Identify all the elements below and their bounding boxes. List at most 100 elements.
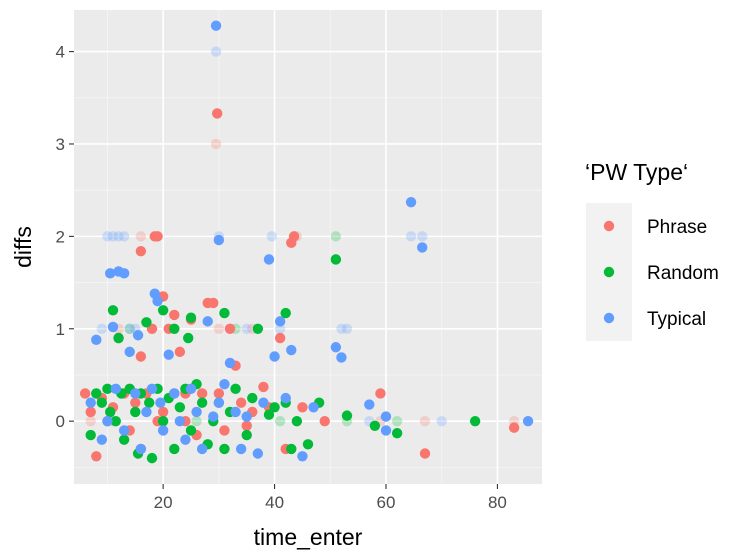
point-random	[91, 388, 102, 399]
faded-point	[85, 415, 96, 427]
point-random	[96, 397, 108, 408]
point-typical	[405, 196, 417, 208]
point-random	[157, 415, 169, 427]
point-typical	[130, 388, 141, 399]
x-tick-label: 80	[488, 493, 507, 512]
faded-point	[118, 231, 130, 242]
point-phrase	[419, 448, 431, 459]
point-typical	[286, 344, 297, 356]
x-axis-title: time_enter	[254, 524, 363, 550]
point-typical	[210, 20, 222, 31]
faded-point	[135, 231, 147, 242]
y-tick-label: 1	[56, 320, 65, 339]
point-random	[141, 317, 152, 328]
point-phrase	[213, 388, 225, 399]
data-points	[79, 20, 534, 464]
point-random	[107, 305, 119, 316]
point-typical	[118, 425, 130, 436]
legend-label-typical: Typical	[647, 309, 706, 330]
legend-label-random: Random	[647, 263, 719, 284]
point-typical	[118, 268, 130, 279]
point-random	[219, 307, 230, 319]
point-typical	[132, 330, 144, 341]
y-tick-label: 2	[56, 227, 65, 246]
point-phrase	[274, 332, 286, 344]
point-typical	[85, 397, 96, 408]
point-typical	[380, 425, 392, 436]
point-typical	[213, 234, 225, 246]
y-tick-label: 4	[56, 43, 65, 62]
point-typical	[180, 434, 191, 445]
y-tick-label: 3	[56, 135, 65, 154]
point-phrase	[219, 425, 230, 436]
point-phrase	[241, 420, 252, 431]
faded-point	[102, 231, 113, 242]
point-random	[144, 397, 155, 408]
point-random	[469, 415, 481, 427]
point-typical	[202, 316, 213, 327]
legend-swatch-phrase	[603, 220, 615, 232]
point-phrase	[235, 397, 247, 408]
point-random	[146, 452, 158, 464]
faded-point	[210, 138, 222, 150]
y-axis-title: diffs	[10, 226, 36, 268]
point-typical	[191, 406, 202, 418]
point-phrase	[288, 231, 300, 242]
point-typical	[280, 392, 291, 404]
point-random	[169, 443, 180, 455]
point-random	[280, 307, 291, 319]
point-typical	[155, 397, 166, 408]
point-typical	[380, 411, 392, 422]
faded-point	[405, 231, 417, 242]
point-random	[169, 323, 180, 334]
legend-swatch-random	[603, 266, 615, 278]
tick-labels: 20 40 60 80 0 1 2 3 4	[56, 43, 507, 512]
faded-point	[113, 231, 124, 242]
point-phrase	[319, 415, 330, 427]
minor-gridlines	[74, 10, 542, 484]
point-phrase	[258, 381, 269, 393]
point-phrase	[211, 108, 223, 119]
faded-point	[266, 231, 277, 242]
point-typical	[185, 383, 197, 395]
point-typical	[102, 415, 113, 427]
point-phrase	[297, 402, 308, 413]
faded-point	[96, 323, 108, 334]
point-typical	[107, 321, 119, 333]
point-typical	[252, 448, 264, 459]
point-random	[130, 406, 141, 418]
point-phrase	[135, 351, 147, 362]
point-typical	[330, 342, 342, 353]
point-typical	[235, 443, 247, 455]
point-random	[341, 410, 353, 421]
point-random	[219, 443, 230, 455]
faded-point	[274, 323, 286, 334]
legend-items: Phrase Random Typical	[586, 203, 719, 341]
point-random	[241, 429, 252, 441]
faded-point	[436, 415, 447, 427]
point-typical	[364, 399, 375, 410]
point-phrase	[157, 406, 169, 418]
point-phrase	[196, 388, 208, 399]
point-typical	[91, 334, 102, 346]
faded-point	[341, 323, 353, 334]
legend: ‘PW Type‘ Phrase Random Typical	[585, 159, 719, 341]
point-phrase	[508, 422, 520, 433]
point-random	[196, 397, 208, 408]
point-phrase	[79, 388, 91, 399]
point-random	[118, 434, 130, 445]
point-random	[291, 415, 303, 427]
point-typical	[169, 388, 180, 399]
faded-point	[124, 323, 135, 334]
point-phrase	[130, 397, 141, 408]
point-typical	[522, 415, 534, 427]
point-phrase	[91, 451, 102, 462]
faded-point	[210, 46, 222, 57]
point-typical	[258, 397, 269, 408]
point-typical	[274, 316, 286, 327]
point-random	[185, 425, 197, 436]
legend-label-phrase: Phrase	[647, 217, 707, 238]
point-typical	[105, 268, 116, 279]
point-typical	[174, 415, 186, 427]
